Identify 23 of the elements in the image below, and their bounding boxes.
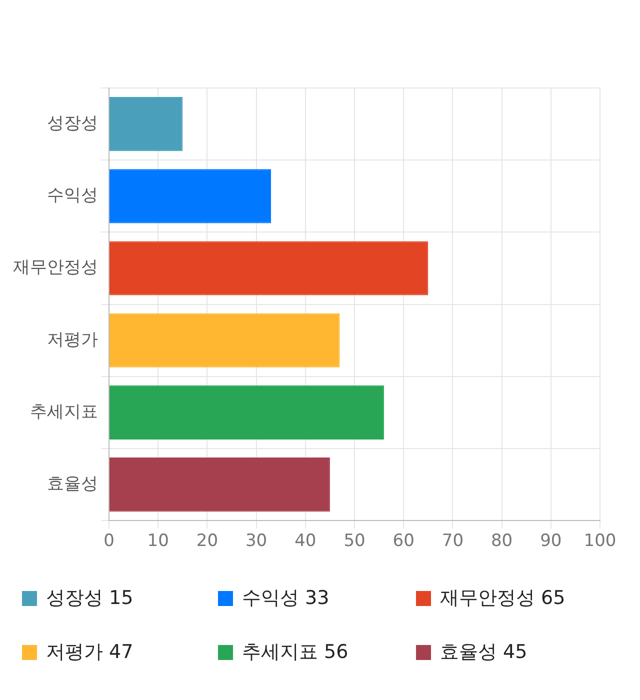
category-label: 추세지표 56 [242,641,348,663]
x-tick-label: 100 [584,531,616,552]
x-tick-label: 30 [245,531,268,552]
x-tick-label: 10 [147,531,169,552]
y-tick-label: 재무안정성 [13,258,98,278]
category-label: 성장성 15 [46,587,134,609]
x-tick-label: 50 [344,531,366,552]
y-tick-label: 성장성 [47,113,98,134]
category-label: 수익성 33 [242,587,330,609]
category-label: 효율성 45 [440,641,528,663]
y-tick-label: 수익성 [47,186,98,206]
x-tick-label: 40 [294,531,316,552]
x-tick-label: 90 [540,531,562,552]
y-tick-label: 추세지표 [30,402,98,422]
x-tick-label: 70 [442,531,464,552]
y-tick-label: 저평가 [47,330,98,350]
x-tick-label: 20 [196,531,218,552]
y-tick-label: 효율성 [47,474,98,494]
category-label: 저평가 47 [46,641,134,663]
x-tick-label: 0 [104,531,114,552]
x-tick-label: 60 [392,531,414,552]
category-label: 재무안정성 65 [440,587,566,609]
x-tick-label: 80 [490,531,513,552]
